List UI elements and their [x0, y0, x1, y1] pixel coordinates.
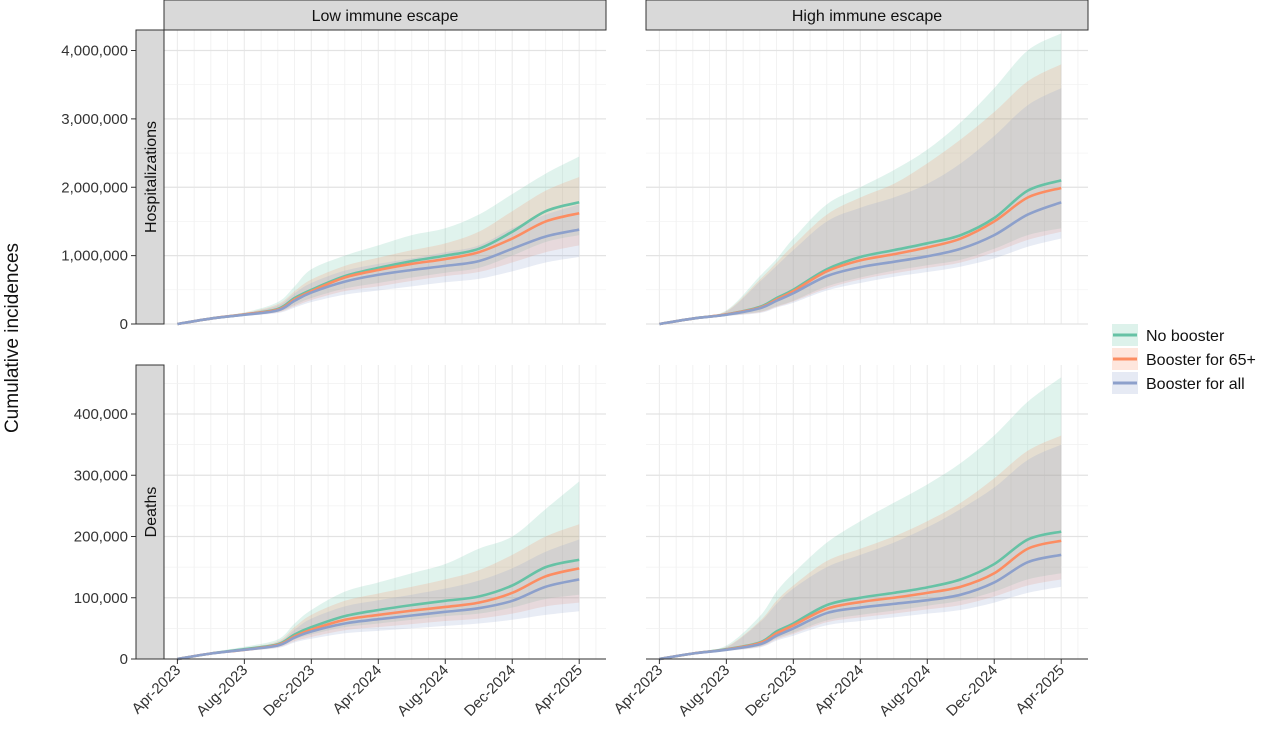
- x-tick-label-deaths-high-immune-escape-2: Dec-2023: [742, 662, 800, 720]
- x-tick-label-deaths-low-immune-escape-6: Apr-2025: [530, 662, 586, 718]
- line-hospitalizations-low-immune-escape-booster-for-all: [177, 228, 580, 326]
- legend: No booster Booster for 65+ Booster for a…: [1112, 324, 1256, 394]
- y-axis-title: Cumulative incidences: [2, 243, 23, 433]
- x-tick-label-deaths-high-immune-escape-5: Dec-2024: [943, 662, 1001, 720]
- x-tick-label-deaths-high-immune-escape-4: Aug-2024: [876, 662, 934, 720]
- y-tick-label-deaths-low-immune-escape-4: 400,000: [74, 406, 128, 423]
- y-tick-label-deaths-low-immune-escape-1: 100,000: [74, 590, 128, 607]
- band-hospitalizations-low-immune-escape-booster-for-65: [177, 177, 580, 324]
- x-tick-label-deaths-low-immune-escape-5: Dec-2024: [461, 662, 519, 720]
- x-tick-label-deaths-high-immune-escape-6: Apr-2025: [1012, 662, 1068, 718]
- x-tick-label-deaths-low-immune-escape-4: Aug-2024: [394, 662, 452, 720]
- band-hospitalizations-high-immune-escape-booster-for-65: [659, 64, 1062, 324]
- panel-hospitalizations-high-immune-escape: [646, 30, 1088, 324]
- x-tick-label-deaths-high-immune-escape-0: Apr-2023: [611, 662, 667, 718]
- column-strip-high-immune-escape: [645, 0, 1089, 31]
- panel-hospitalizations-low-immune-escape: [164, 30, 606, 324]
- x-tick-label-deaths-low-immune-escape-1: Aug-2023: [193, 662, 251, 720]
- x-tick-label-deaths-high-immune-escape-1: Aug-2023: [675, 662, 733, 720]
- gridlines-layer: [164, 30, 1088, 660]
- y-tick-label-hospitalizations-low-immune-escape-0: 0: [120, 316, 128, 333]
- column-strip-low-immune-escape: [163, 0, 607, 31]
- row-strip-label-hospitalizations: Hospitalizations: [143, 121, 160, 233]
- legend-label-booster-65: Booster for 65+: [1146, 352, 1256, 369]
- row-strip-deaths: [135, 364, 165, 660]
- band-deaths-high-immune-escape-booster-for-65: [659, 435, 1062, 659]
- x-tick-label-deaths-low-immune-escape-0: Apr-2023: [129, 662, 185, 718]
- legend-label-booster-all: Booster for all: [1146, 376, 1245, 393]
- y-tick-label-hospitalizations-low-immune-escape-3: 3,000,000: [61, 111, 128, 128]
- line-hospitalizations-high-immune-escape-booster-for-all: [659, 201, 1062, 326]
- band-hospitalizations-high-immune-escape-no-booster: [659, 33, 1062, 325]
- x-tick-label-deaths-low-immune-escape-3: Apr-2024: [329, 662, 385, 718]
- x-tick-label-deaths-high-immune-escape-3: Apr-2024: [811, 662, 867, 718]
- band-hospitalizations-high-immune-escape-booster-for-all: [659, 88, 1062, 325]
- band-deaths-low-immune-escape-no-booster: [177, 481, 580, 659]
- column-strip-label-low-immune-escape: Low immune escape: [312, 8, 459, 25]
- line-deaths-high-immune-escape-booster-for-all: [659, 553, 1062, 661]
- line-deaths-low-immune-escape-booster-for-all: [177, 578, 580, 661]
- band-deaths-high-immune-escape-booster-for-all: [659, 444, 1062, 659]
- panel-frames-layer: [131, 0, 1089, 664]
- y-tick-label-deaths-low-immune-escape-0: 0: [120, 651, 128, 668]
- y-tick-label-deaths-low-immune-escape-2: 200,000: [74, 529, 128, 546]
- row-strip-label-deaths: Deaths: [143, 487, 160, 538]
- band-deaths-high-immune-escape-no-booster: [659, 377, 1062, 659]
- band-hospitalizations-low-immune-escape-booster-for-all: [177, 204, 580, 324]
- band-deaths-low-immune-escape-booster-for-all: [177, 539, 580, 659]
- row-strip-hospitalizations: [135, 29, 165, 325]
- y-tick-label-hospitalizations-low-immune-escape-4: 4,000,000: [61, 43, 128, 60]
- y-tick-label-hospitalizations-low-immune-escape-1: 1,000,000: [61, 248, 128, 265]
- column-strip-label-high-immune-escape: High immune escape: [792, 8, 942, 25]
- y-tick-label-hospitalizations-low-immune-escape-2: 2,000,000: [61, 179, 128, 196]
- x-tick-label-deaths-low-immune-escape-2: Dec-2023: [260, 662, 318, 720]
- series-lines-layer: [177, 179, 1062, 661]
- legend-label-no-booster: No booster: [1146, 328, 1225, 345]
- y-tick-label-deaths-low-immune-escape-3: 300,000: [74, 467, 128, 484]
